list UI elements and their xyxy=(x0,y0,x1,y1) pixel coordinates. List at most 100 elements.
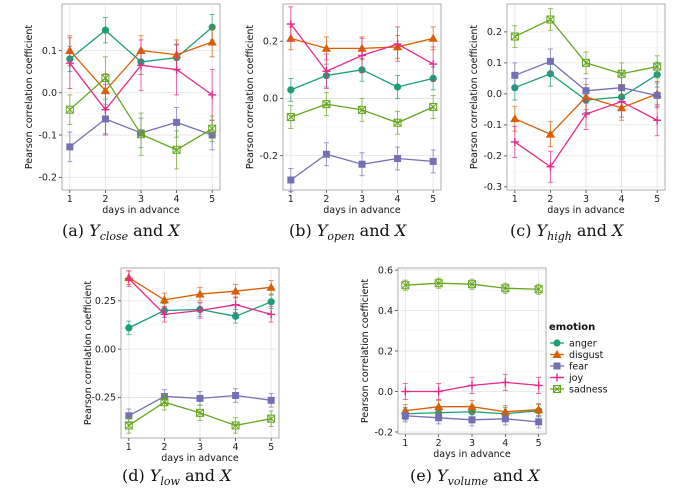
x-tick-label: 4 xyxy=(395,194,401,205)
x-tick-label: 5 xyxy=(430,194,436,205)
point-fear-marker xyxy=(125,412,133,420)
point-sadness-marker xyxy=(137,130,145,139)
point-disgust-marker xyxy=(266,282,276,291)
x-tick-label: 2 xyxy=(323,194,329,205)
point-joy-marker xyxy=(393,40,402,49)
x-axis-label: days in advance xyxy=(161,453,239,464)
y-tick-label: 0.25 xyxy=(95,296,116,307)
y-tick-label: 0.00 xyxy=(95,344,116,355)
point-fear-marker xyxy=(582,87,590,95)
y-axis-label: Pearson correlation coefficient xyxy=(360,279,371,424)
point-fear-marker xyxy=(322,150,330,158)
point-sadness-marker xyxy=(267,414,276,423)
x-tick-label: 4 xyxy=(619,194,625,205)
y-axis-label: Pearson correlation coefficient xyxy=(83,281,94,426)
series-disgust xyxy=(400,400,544,419)
point-fear-marker xyxy=(267,396,275,404)
y-tick-label: -0.1 xyxy=(38,130,57,141)
legend-item-sadness: sadness xyxy=(550,384,608,395)
x-tick-label: 2 xyxy=(102,194,108,205)
point-fear-marker xyxy=(358,160,366,168)
point-joy-marker xyxy=(358,51,366,60)
point-joy-marker xyxy=(160,310,169,319)
point-sadness-marker xyxy=(434,279,443,288)
point-fear-marker xyxy=(401,412,409,420)
point-fear-marker xyxy=(394,155,402,163)
point-sadness-marker xyxy=(510,32,519,41)
point-disgust-marker xyxy=(321,43,332,52)
point-fear-marker xyxy=(468,416,476,424)
point-sadness-marker xyxy=(101,73,110,82)
panel-b: -0.2 0.0 0.2 1 2 3 4 5 days in advance Pearson co… xyxy=(245,3,442,216)
point-joy-marker xyxy=(617,97,626,106)
y-tick-label: -0.2 xyxy=(374,427,393,438)
y-tick-label: 0.2 xyxy=(263,37,278,48)
point-anger-marker xyxy=(287,86,295,94)
point-anger-marker xyxy=(231,312,240,320)
point-anger-marker xyxy=(101,26,110,34)
legend-disgust-marker xyxy=(552,349,562,358)
series-sadness xyxy=(401,277,543,295)
legend-label: disgust xyxy=(569,350,604,361)
point-sadness-marker xyxy=(124,421,133,430)
series-sadness xyxy=(510,8,662,86)
legend-item-disgust: disgust xyxy=(550,350,604,361)
point-fear-marker xyxy=(435,414,443,422)
x-tick-label: 3 xyxy=(469,438,475,449)
point-sadness-marker xyxy=(231,421,240,430)
y-axis-label: Pearson correlation coefficient xyxy=(24,25,35,170)
point-fear-marker xyxy=(232,392,240,399)
point-fear-marker xyxy=(535,418,543,426)
legend-label: sadness xyxy=(569,384,608,395)
legend-fear-marker xyxy=(553,362,561,370)
x-axis-label: days in advance xyxy=(102,205,180,216)
point-sadness-marker xyxy=(286,113,295,122)
series-joy xyxy=(510,85,662,183)
legend-label: fear xyxy=(569,361,588,372)
point-sadness-marker xyxy=(617,69,626,78)
x-tick-label: 2 xyxy=(161,442,167,453)
point-sadness-marker xyxy=(65,105,74,114)
point-fear-marker xyxy=(287,176,295,184)
x-tick-label: 1 xyxy=(288,194,294,205)
y-tick-label: 0.4 xyxy=(378,306,393,317)
x-tick-label: 4 xyxy=(502,438,508,449)
legend-label: joy xyxy=(568,373,583,384)
series-fear xyxy=(401,409,543,429)
x-axis-label: days in advance xyxy=(433,449,511,460)
x-axis-label: days in advance xyxy=(323,205,401,216)
point-sadness-marker xyxy=(501,284,510,293)
point-disgust-marker xyxy=(207,37,217,46)
panel-e: -0.2 0.0 0.2 0.4 0.6 1 2 3 4 5 days in advance Pear… xyxy=(360,265,547,460)
point-joy-marker xyxy=(510,137,519,146)
point-anger-marker xyxy=(267,298,275,306)
point-sadness-marker xyxy=(196,408,204,417)
x-tick-label: 4 xyxy=(174,194,180,205)
point-fear-marker xyxy=(501,415,509,423)
series-fear xyxy=(287,142,437,192)
point-sadness-marker xyxy=(468,280,476,289)
legend-item-joy: joy xyxy=(550,373,583,384)
point-sadness-marker xyxy=(429,103,438,112)
point-sadness-marker xyxy=(358,105,366,114)
point-sadness-marker xyxy=(401,281,410,290)
point-joy-marker xyxy=(429,60,438,69)
point-joy-marker xyxy=(101,105,110,114)
point-fear-marker xyxy=(653,91,661,99)
series-joy xyxy=(65,37,217,136)
point-sadness-marker xyxy=(393,118,402,127)
x-tick-label: 1 xyxy=(402,438,408,449)
x-tick-label: 3 xyxy=(197,442,203,453)
point-joy-marker xyxy=(286,20,295,29)
x-tick-label: 3 xyxy=(138,194,144,205)
point-anger-marker xyxy=(393,83,402,91)
point-fear-marker xyxy=(546,57,554,65)
point-anger-marker xyxy=(125,324,133,332)
point-fear-marker xyxy=(511,71,519,79)
panel-c: -0.3 -0.2 -0.1 0.0 0.1 0.2 1 2 3 4 5 days in advanc… xyxy=(469,3,666,216)
y-tick-label: 0.6 xyxy=(378,265,393,276)
point-sadness-marker xyxy=(546,15,555,24)
point-sadness-marker xyxy=(534,285,543,294)
point-joy-marker xyxy=(172,65,181,74)
